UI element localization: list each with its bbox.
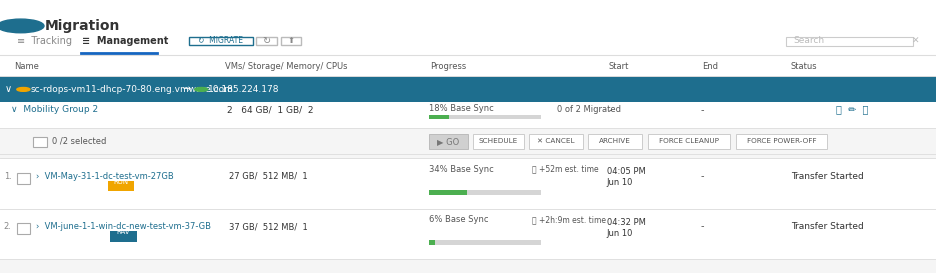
Text: Jun 10: Jun 10 [607, 178, 633, 187]
Text: ›  VM-june-1-1-win-dc-new-test-vm-37-GB: › VM-june-1-1-win-dc-new-test-vm-37-GB [36, 222, 211, 231]
Circle shape [195, 87, 208, 91]
Text: Name: Name [14, 63, 39, 71]
Text: 18% Base Sync: 18% Base Sync [429, 103, 493, 112]
FancyBboxPatch shape [0, 41, 936, 55]
Text: 37 GB/  512 MB/  1: 37 GB/ 512 MB/ 1 [229, 222, 308, 231]
FancyBboxPatch shape [786, 37, 913, 46]
Text: 0 of 2 Migrated: 0 of 2 Migrated [557, 105, 621, 114]
FancyBboxPatch shape [256, 37, 277, 45]
Text: FORCE CLEANUP: FORCE CLEANUP [659, 138, 719, 144]
FancyBboxPatch shape [0, 209, 936, 259]
Text: -: - [700, 105, 704, 115]
FancyBboxPatch shape [0, 102, 936, 128]
Text: 04:32 PM: 04:32 PM [607, 218, 646, 227]
FancyBboxPatch shape [0, 158, 936, 209]
FancyBboxPatch shape [110, 231, 137, 242]
Text: RAV: RAV [117, 229, 130, 235]
Text: Start: Start [608, 63, 629, 71]
Text: Progress: Progress [431, 63, 467, 71]
FancyBboxPatch shape [0, 76, 936, 102]
FancyBboxPatch shape [189, 37, 253, 45]
FancyBboxPatch shape [33, 136, 47, 147]
Text: FORCE POWER-OFF: FORCE POWER-OFF [747, 138, 816, 144]
Text: End: End [702, 63, 718, 71]
Text: 04:05 PM: 04:05 PM [607, 167, 645, 176]
FancyBboxPatch shape [0, 0, 936, 49]
Text: 6% Base Sync: 6% Base Sync [429, 215, 489, 224]
FancyBboxPatch shape [17, 223, 30, 234]
FancyBboxPatch shape [588, 134, 642, 149]
Text: ›  VM-May-31-1-dc-test-vm-27GB: › VM-May-31-1-dc-test-vm-27GB [36, 171, 173, 180]
Text: Transfer Started: Transfer Started [791, 222, 864, 231]
Text: 27 GB/  512 MB/  1: 27 GB/ 512 MB/ 1 [229, 171, 308, 180]
FancyBboxPatch shape [429, 115, 449, 119]
Text: 2.: 2. [4, 222, 11, 231]
Text: Migration: Migration [45, 19, 121, 33]
Text: ≡  Management: ≡ Management [82, 36, 168, 46]
Text: 1.: 1. [4, 171, 11, 180]
Text: ∨  Mobility Group 2: ∨ Mobility Group 2 [11, 105, 98, 114]
Text: 0 /2 selected: 0 /2 selected [52, 137, 107, 146]
Text: ↻: ↻ [263, 36, 271, 46]
Circle shape [0, 19, 44, 33]
FancyBboxPatch shape [108, 181, 134, 191]
Text: ✕ CANCEL: ✕ CANCEL [537, 138, 575, 144]
FancyBboxPatch shape [0, 128, 936, 154]
Text: 10.185.224.178: 10.185.224.178 [208, 85, 279, 94]
FancyBboxPatch shape [736, 134, 827, 149]
Text: ⏱ +52m est. time: ⏱ +52m est. time [532, 165, 598, 174]
Text: sc-rdops-vm11-dhcp-70-80.eng.vmware.com: sc-rdops-vm11-dhcp-70-80.eng.vmware.com [31, 85, 234, 94]
FancyBboxPatch shape [429, 240, 435, 245]
Text: RUN: RUN [113, 179, 128, 185]
Text: ▶ GO: ▶ GO [437, 137, 460, 146]
FancyBboxPatch shape [429, 190, 467, 195]
Text: ◈: ◈ [15, 19, 26, 33]
Text: SCHEDULE: SCHEDULE [479, 138, 518, 144]
Text: Status: Status [791, 63, 817, 71]
Text: ⬛  ✏  🗑: ⬛ ✏ 🗑 [836, 105, 868, 115]
Text: VMs/ Storage/ Memory/ CPUs: VMs/ Storage/ Memory/ CPUs [225, 63, 347, 71]
Text: ↻  MIGRATE: ↻ MIGRATE [198, 36, 243, 45]
Text: Jun 10: Jun 10 [607, 229, 633, 238]
FancyBboxPatch shape [429, 240, 541, 245]
Text: ⏱ +2h:9m est. time: ⏱ +2h:9m est. time [532, 215, 606, 224]
FancyBboxPatch shape [429, 115, 541, 119]
Text: ✕: ✕ [912, 37, 919, 45]
Text: ARCHIVE: ARCHIVE [599, 138, 631, 144]
Text: ≡  Tracking: ≡ Tracking [17, 36, 72, 46]
Text: ∨: ∨ [5, 84, 12, 94]
FancyBboxPatch shape [529, 134, 583, 149]
Text: Search: Search [794, 37, 825, 45]
Text: →: → [183, 84, 191, 94]
Text: 2   64 GB/  1 GB/  2: 2 64 GB/ 1 GB/ 2 [227, 105, 314, 114]
FancyBboxPatch shape [0, 55, 936, 76]
FancyBboxPatch shape [281, 37, 301, 45]
Text: -: - [700, 221, 704, 232]
FancyBboxPatch shape [473, 134, 524, 149]
FancyBboxPatch shape [17, 173, 30, 183]
Text: -: - [700, 171, 704, 181]
Text: ⬆: ⬆ [287, 36, 295, 45]
FancyBboxPatch shape [429, 134, 468, 149]
Text: 34% Base Sync: 34% Base Sync [429, 165, 493, 174]
Circle shape [17, 87, 30, 91]
Text: -: - [608, 105, 612, 115]
FancyBboxPatch shape [429, 190, 541, 195]
Text: Transfer Started: Transfer Started [791, 171, 864, 180]
FancyBboxPatch shape [648, 134, 730, 149]
